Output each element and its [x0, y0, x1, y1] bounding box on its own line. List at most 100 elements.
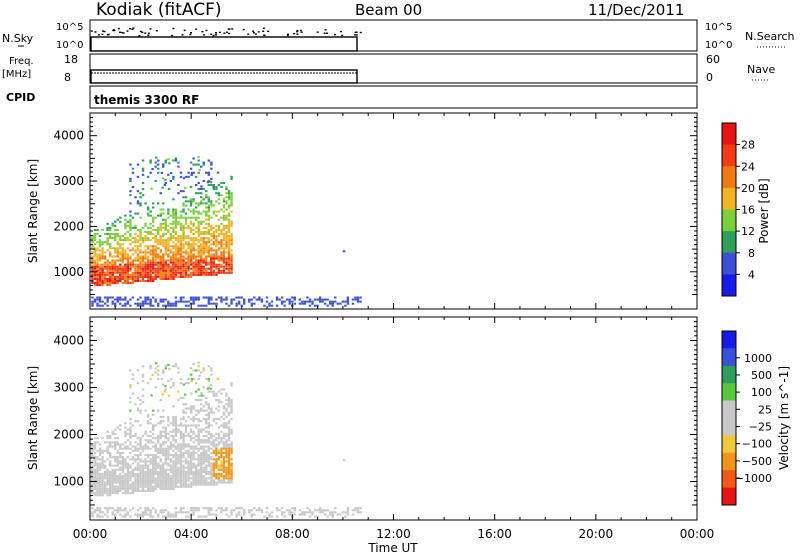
nsky-noise-point — [223, 32, 226, 34]
velocity-cell — [151, 479, 155, 482]
velocity-cell — [207, 458, 211, 461]
velocity-cell — [202, 483, 205, 486]
power-cell — [220, 300, 223, 303]
power-cell — [141, 300, 145, 303]
nsky-noise-point — [144, 32, 147, 34]
power-cell — [174, 275, 178, 278]
power-cell — [98, 239, 102, 242]
velocity-cell — [159, 443, 162, 446]
power-cell — [139, 249, 142, 252]
velocity-cell — [174, 511, 178, 514]
power-cell — [205, 230, 208, 234]
power-cell — [210, 204, 213, 207]
velocity-cell — [192, 369, 195, 372]
velocity-cell — [167, 487, 170, 490]
power-cell — [194, 267, 198, 270]
power-cell — [215, 237, 218, 240]
power-cell — [126, 277, 130, 280]
nsky-noise-point — [181, 34, 184, 36]
power-cell — [179, 263, 183, 266]
velocity-cell — [197, 432, 200, 435]
power-cell — [205, 210, 208, 213]
power-cell — [174, 212, 178, 215]
power-cell — [154, 237, 157, 240]
power-cell — [106, 267, 109, 270]
nsky-noise-point — [210, 33, 213, 35]
power-cell — [96, 302, 99, 305]
velocity-cell — [172, 462, 175, 465]
velocity-cell — [179, 430, 183, 433]
power-cell — [154, 275, 157, 278]
power-cell — [336, 302, 339, 305]
power-cell — [126, 275, 130, 278]
power-cell — [298, 298, 302, 301]
velocity-cell — [182, 468, 185, 471]
power-cell — [119, 267, 122, 270]
x-tick-label: 00:00 — [680, 527, 715, 541]
velocity-cell — [205, 453, 208, 457]
velocity-cell — [187, 407, 190, 410]
power-cell — [243, 300, 246, 303]
power-cell — [207, 251, 211, 254]
power-cell — [167, 210, 170, 213]
velocity-cell — [217, 456, 221, 459]
velocity-cell — [126, 447, 130, 450]
nsky-noise-point — [286, 33, 289, 35]
power-cell — [108, 282, 112, 285]
power-cell — [212, 210, 216, 213]
velocity-cell — [189, 462, 193, 465]
power-cell — [101, 273, 104, 276]
velocity-cell — [174, 470, 178, 474]
velocity-cell — [177, 445, 180, 448]
power-cell — [157, 163, 160, 166]
velocity-cell — [215, 407, 218, 410]
velocity-cell — [323, 513, 327, 516]
velocity-cell — [136, 477, 140, 480]
power-cell — [149, 159, 152, 162]
power-cell — [129, 190, 132, 193]
velocity-cell — [98, 507, 102, 510]
power-cell — [146, 255, 150, 258]
velocity-cell — [217, 398, 221, 402]
velocity-cell — [167, 424, 170, 427]
velocity-cell — [151, 424, 155, 427]
power-cell — [205, 196, 208, 199]
velocity-cell — [151, 460, 155, 463]
velocity-cell — [126, 473, 130, 476]
nsky-noise-point — [132, 27, 135, 29]
power-cell — [179, 271, 183, 274]
power-cell — [179, 253, 183, 256]
power-cell — [225, 233, 228, 236]
power-cell — [164, 298, 168, 301]
power-cell — [194, 249, 198, 252]
velocity-cell — [265, 511, 269, 514]
power-cell — [344, 300, 347, 303]
power-cell — [164, 239, 168, 242]
power-cell — [106, 277, 109, 280]
power-cell — [154, 239, 157, 242]
power-cell — [227, 261, 231, 264]
velocity-cell — [169, 460, 173, 463]
velocity-cell — [114, 443, 117, 446]
velocity-cell — [159, 447, 162, 450]
power-cell — [169, 261, 173, 264]
velocity-cell — [131, 507, 135, 510]
velocity-cell — [164, 385, 167, 388]
velocity-cell — [293, 507, 296, 510]
velocity-cell — [136, 481, 140, 484]
power-cell — [162, 243, 165, 246]
power-cell — [129, 275, 132, 278]
power-cell — [121, 257, 125, 260]
power-cell — [227, 212, 231, 215]
power-cell — [134, 226, 137, 229]
power-cell — [167, 302, 170, 305]
power-cell — [169, 226, 173, 229]
power-cell — [220, 253, 223, 256]
power-cell — [230, 222, 233, 225]
power-cell — [91, 245, 94, 248]
nsky-noise-point — [155, 29, 158, 32]
power-cell — [207, 255, 211, 258]
velocity-cell — [114, 456, 117, 459]
power-cell — [182, 202, 185, 205]
velocity-cell — [111, 456, 114, 459]
